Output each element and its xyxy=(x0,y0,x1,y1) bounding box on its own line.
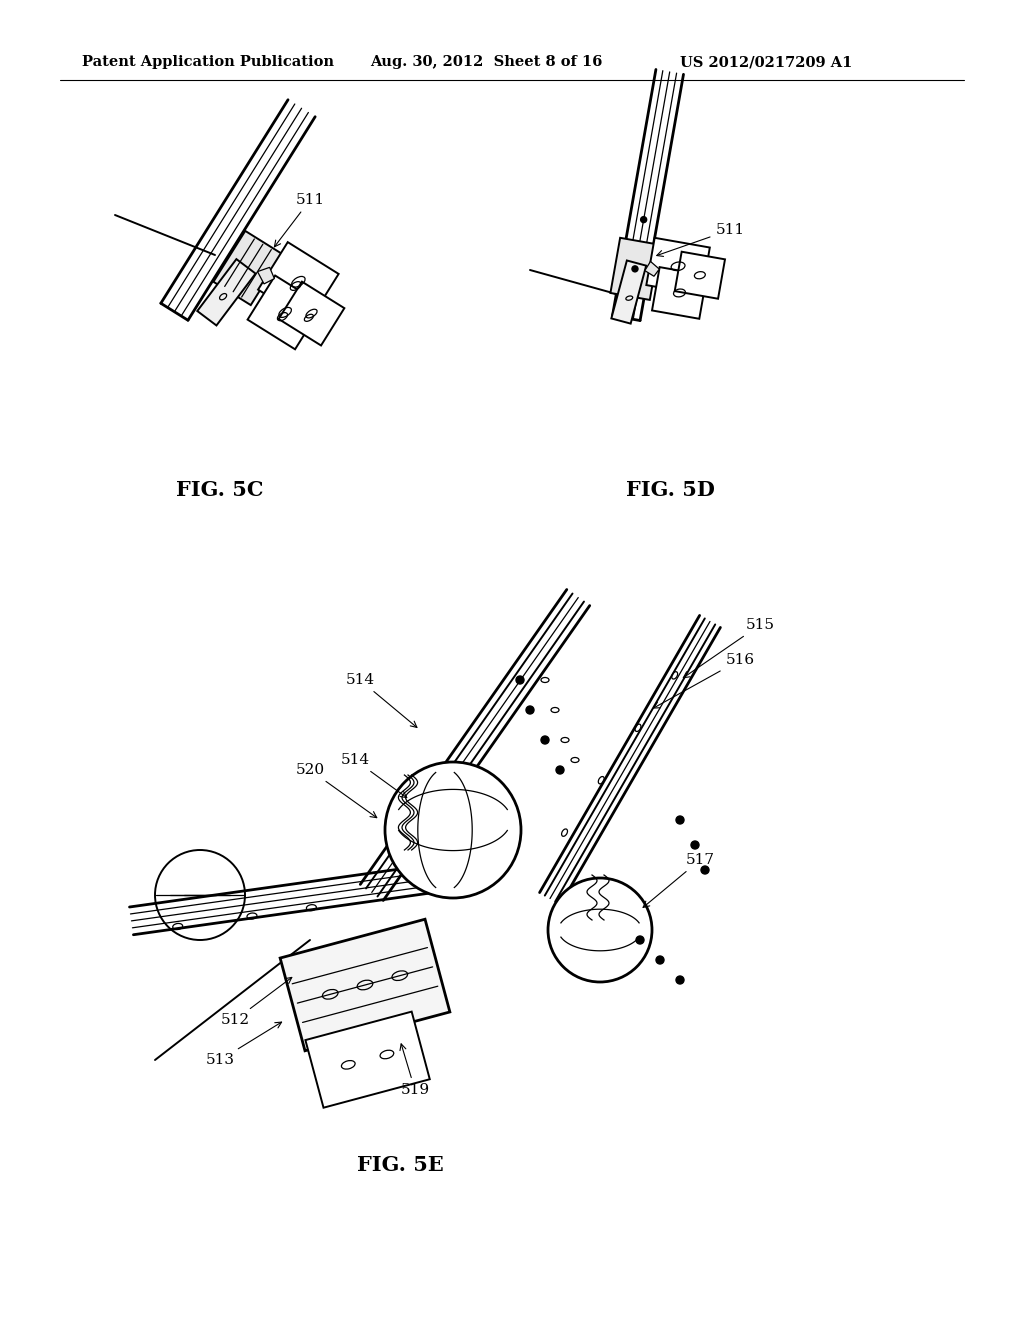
Text: 512: 512 xyxy=(220,977,292,1027)
Circle shape xyxy=(541,737,549,744)
Circle shape xyxy=(526,706,534,714)
Text: 516: 516 xyxy=(653,653,755,708)
Polygon shape xyxy=(646,238,710,294)
Text: 517: 517 xyxy=(643,853,715,907)
Polygon shape xyxy=(198,259,256,326)
Polygon shape xyxy=(258,268,274,284)
Polygon shape xyxy=(258,242,339,321)
Text: 514: 514 xyxy=(340,752,407,797)
Circle shape xyxy=(636,936,644,944)
Text: Patent Application Publication: Patent Application Publication xyxy=(82,55,334,69)
Polygon shape xyxy=(611,260,646,323)
Circle shape xyxy=(701,866,709,874)
Circle shape xyxy=(691,841,699,849)
Circle shape xyxy=(641,216,647,223)
Polygon shape xyxy=(675,252,725,298)
Circle shape xyxy=(632,265,638,272)
Polygon shape xyxy=(645,261,659,276)
Circle shape xyxy=(656,956,664,964)
Text: FIG. 5C: FIG. 5C xyxy=(176,480,264,500)
Polygon shape xyxy=(610,238,659,300)
Circle shape xyxy=(676,816,684,824)
Polygon shape xyxy=(305,1011,430,1107)
Polygon shape xyxy=(279,281,344,346)
Circle shape xyxy=(516,676,524,684)
Text: FIG. 5D: FIG. 5D xyxy=(626,480,715,500)
Text: 520: 520 xyxy=(296,763,377,817)
Polygon shape xyxy=(652,267,707,319)
Text: 514: 514 xyxy=(345,673,417,727)
Circle shape xyxy=(548,878,652,982)
Text: Aug. 30, 2012  Sheet 8 of 16: Aug. 30, 2012 Sheet 8 of 16 xyxy=(370,55,602,69)
Text: 515: 515 xyxy=(683,618,774,677)
Text: 519: 519 xyxy=(400,1044,429,1097)
Text: US 2012/0217209 A1: US 2012/0217209 A1 xyxy=(680,55,852,69)
Text: FIG. 5E: FIG. 5E xyxy=(356,1155,443,1175)
Circle shape xyxy=(385,762,521,898)
Circle shape xyxy=(556,766,564,774)
Text: 511: 511 xyxy=(274,193,325,247)
Polygon shape xyxy=(281,919,450,1051)
Text: 511: 511 xyxy=(656,223,744,256)
Text: 513: 513 xyxy=(206,1022,282,1067)
Polygon shape xyxy=(213,231,283,305)
Polygon shape xyxy=(248,276,323,350)
Circle shape xyxy=(676,975,684,983)
